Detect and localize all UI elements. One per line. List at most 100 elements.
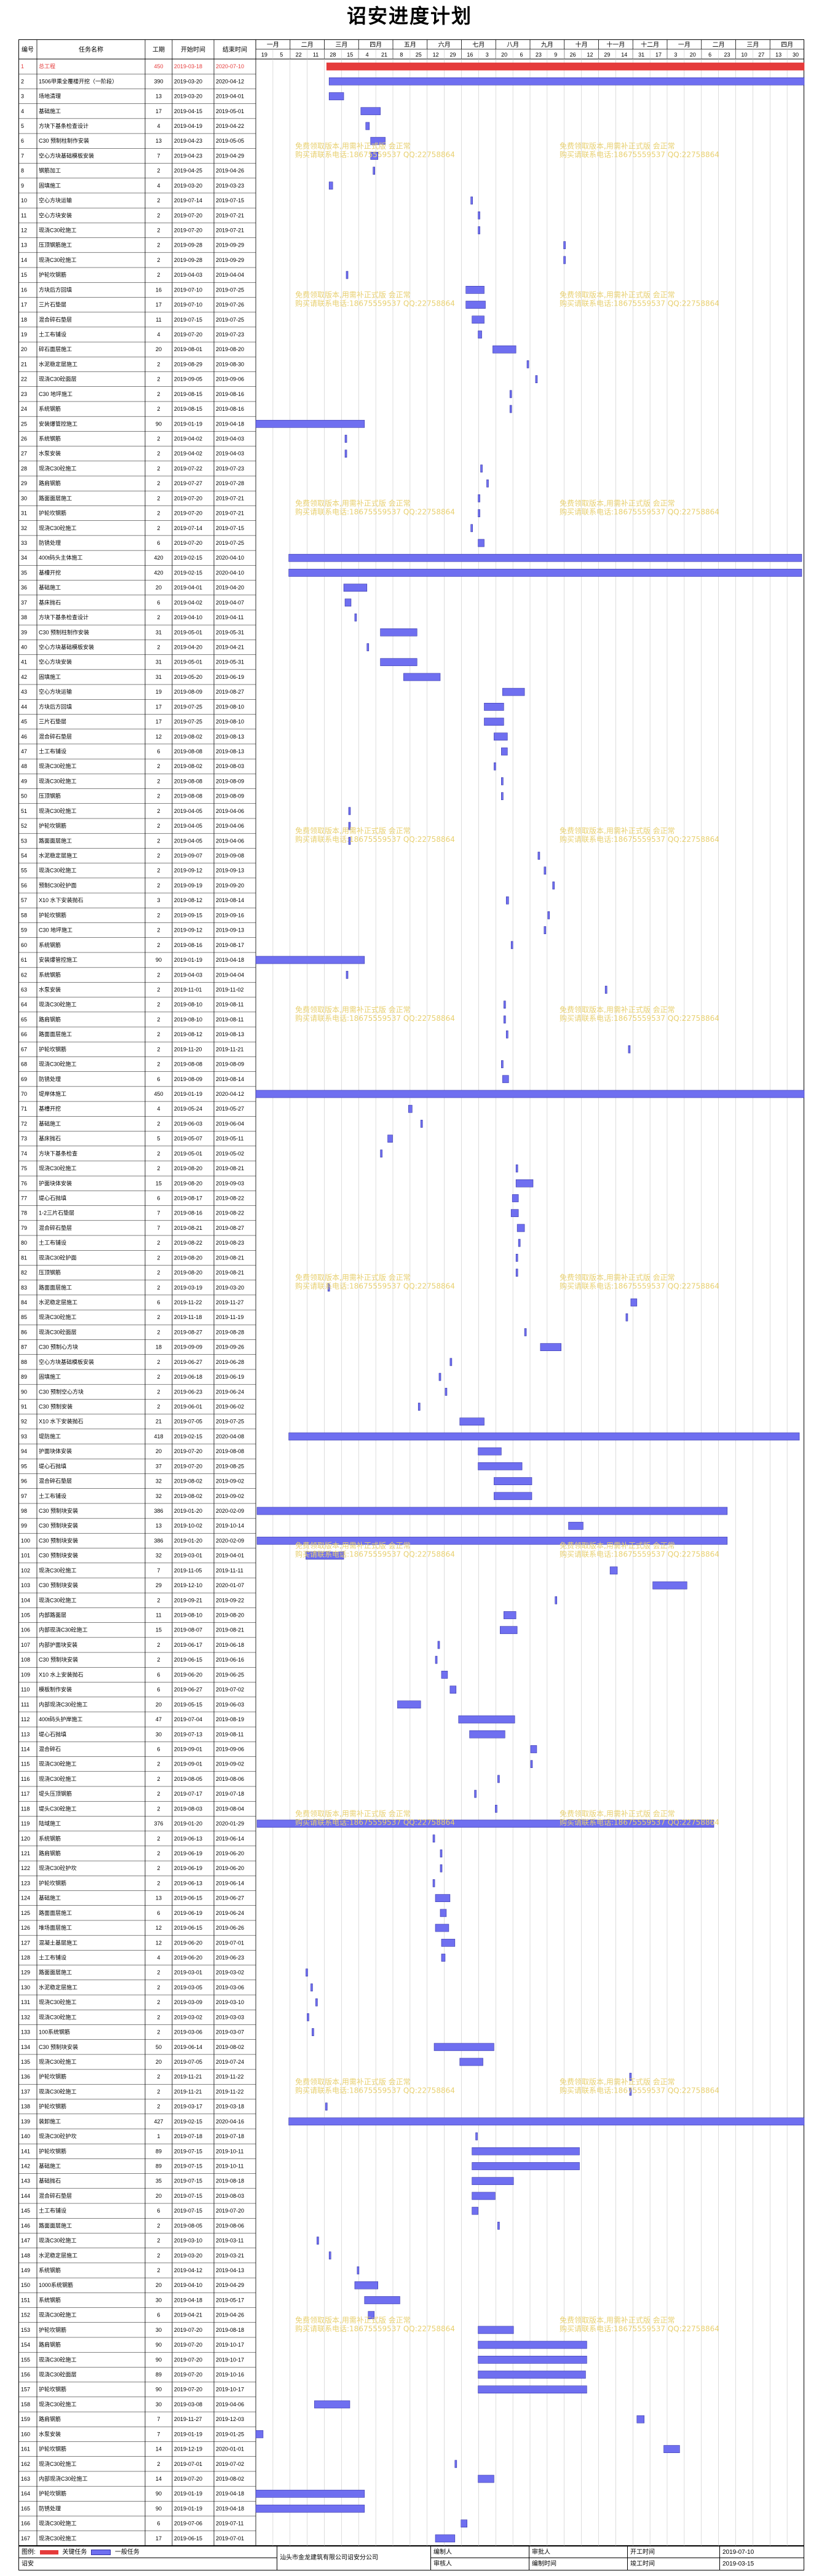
- task-name: 固填施工: [39, 182, 61, 189]
- task-duration: 2: [157, 2014, 160, 2020]
- task-duration: 30: [156, 2327, 162, 2333]
- task-duration: 2: [157, 823, 160, 829]
- day-tick-label: 8: [400, 52, 403, 58]
- task-bar: [343, 584, 368, 592]
- task-name: 防锈处理: [39, 539, 61, 546]
- task-duration: 12: [156, 734, 162, 740]
- task-end: 2019-08-13: [216, 734, 244, 740]
- task-end: 2019-08-11: [216, 1731, 243, 1737]
- task-name: 基槽开挖: [39, 569, 61, 576]
- task-start: 2019-06-27: [174, 1687, 202, 1693]
- task-bar: [501, 747, 508, 756]
- task-end: 2019-08-18: [216, 2327, 244, 2333]
- task-name: 现浇C30砼施工: [39, 525, 77, 531]
- task-name: 混合碎石垫层: [39, 2192, 72, 2199]
- task-bar: [478, 226, 480, 234]
- task-start: 2019-04-23: [174, 153, 202, 159]
- task-start: 2019-08-16: [174, 942, 202, 948]
- task-id: 164: [21, 2491, 30, 2497]
- task-duration: 17: [156, 703, 162, 710]
- task-id: 36: [21, 585, 27, 591]
- task-duration: 89: [156, 2148, 162, 2154]
- task-duration: 31: [156, 674, 162, 680]
- task-name: 堤心石抛填: [39, 1462, 66, 1469]
- task-end: 2020-02-09: [216, 1537, 244, 1544]
- task-duration: 7: [157, 153, 160, 159]
- task-duration: 31: [156, 629, 162, 635]
- task-end: 2019-03-21: [216, 2253, 244, 2259]
- task-end: 2019-03-10: [216, 1999, 244, 2005]
- task-bar: [470, 196, 473, 205]
- task-bar: [478, 509, 480, 517]
- task-id: 59: [21, 927, 27, 933]
- task-end: 2019-08-09: [216, 778, 244, 784]
- task-duration: 2: [157, 778, 160, 784]
- task-start: 2019-09-19: [174, 882, 202, 889]
- task-start: 2019-07-14: [174, 197, 202, 204]
- task-duration: 2: [157, 1314, 160, 1320]
- task-id: 111: [21, 1702, 30, 1708]
- task-duration: 2: [157, 838, 160, 844]
- task-name: 内部路面层: [39, 1612, 66, 1619]
- task-duration: 2: [157, 1017, 160, 1023]
- task-bar: [354, 2281, 378, 2289]
- task-start: 2019-07-15: [174, 2148, 202, 2154]
- task-bar: [502, 1075, 509, 1084]
- task-duration: 20: [156, 2059, 162, 2065]
- task-name: 方块后方回填: [39, 703, 72, 710]
- task-duration: 390: [154, 78, 163, 84]
- task-name: 模板制作安装: [39, 1686, 72, 1693]
- task-name: 水泥稳定层施工: [39, 852, 77, 859]
- task-name: 混合碎石垫层: [39, 733, 72, 740]
- watermark: 免费领取版本,用需补正式版 会正常: [560, 498, 675, 507]
- task-start: 2019-03-05: [174, 1984, 202, 1991]
- task-name: 路肩钢筋: [39, 2415, 61, 2422]
- task-id: 104: [21, 1597, 30, 1603]
- task-bar: [459, 2058, 483, 2066]
- task-duration: 2: [157, 2088, 160, 2094]
- task-start: 2019-08-08: [174, 778, 202, 784]
- task-id: 166: [21, 2521, 30, 2527]
- task-start: 2019-04-23: [174, 138, 202, 144]
- task-name: 现浇C30砼护面: [39, 1254, 77, 1261]
- task-bar: [478, 1447, 502, 1456]
- task-bar: [484, 718, 504, 726]
- task-end: 2020-04-16: [216, 2118, 244, 2125]
- task-duration: 13: [156, 138, 162, 144]
- task-start: 2019-06-15: [174, 1895, 202, 1901]
- watermark: 购买请联系电话:18675559537 QQ:22758864: [560, 1013, 719, 1023]
- task-id: 63: [21, 986, 27, 993]
- task-end: 2019-07-21: [216, 227, 244, 233]
- task-id: 31: [21, 510, 27, 517]
- task-id: 113: [21, 1731, 30, 1737]
- task-bar: [515, 1179, 534, 1187]
- task-duration: 6: [157, 1687, 160, 1693]
- task-duration: 2: [157, 1285, 160, 1291]
- task-bar: [472, 315, 485, 324]
- task-start: 2019-07-20: [174, 331, 202, 338]
- task-duration: 2: [157, 868, 160, 874]
- task-duration: 32: [156, 1493, 162, 1499]
- task-start: 2019-01-20: [174, 1821, 202, 1827]
- task-bar: [348, 807, 351, 815]
- task-end: 2019-08-16: [216, 406, 244, 412]
- task-bar: [368, 2311, 375, 2320]
- task-duration: 90: [156, 957, 162, 963]
- task-start: 2019-07-15: [174, 317, 202, 323]
- task-bar: [629, 2088, 632, 2096]
- task-end: 2019-07-18: [216, 1791, 244, 1797]
- task-start: 2019-08-29: [174, 361, 202, 367]
- legend-normal-label: 一般任务: [114, 2549, 140, 2556]
- task-duration: 30: [156, 1731, 162, 1737]
- task-end: 2019-03-18: [216, 2104, 244, 2110]
- task-duration: 5: [157, 1136, 160, 1142]
- task-bar: [515, 1164, 518, 1173]
- watermark: 购买请联系电话:18675559537 QQ:22758864: [560, 507, 719, 516]
- day-tick-label: 14: [621, 52, 627, 58]
- task-bar: [478, 2385, 587, 2394]
- task-name: 现浇C30砼施工: [39, 777, 77, 784]
- task-start: 2019-01-19: [174, 421, 202, 427]
- task-start: 2019-04-19: [174, 123, 202, 129]
- task-start: 2019-06-15: [174, 1925, 202, 1931]
- task-duration: 7: [157, 2431, 160, 2437]
